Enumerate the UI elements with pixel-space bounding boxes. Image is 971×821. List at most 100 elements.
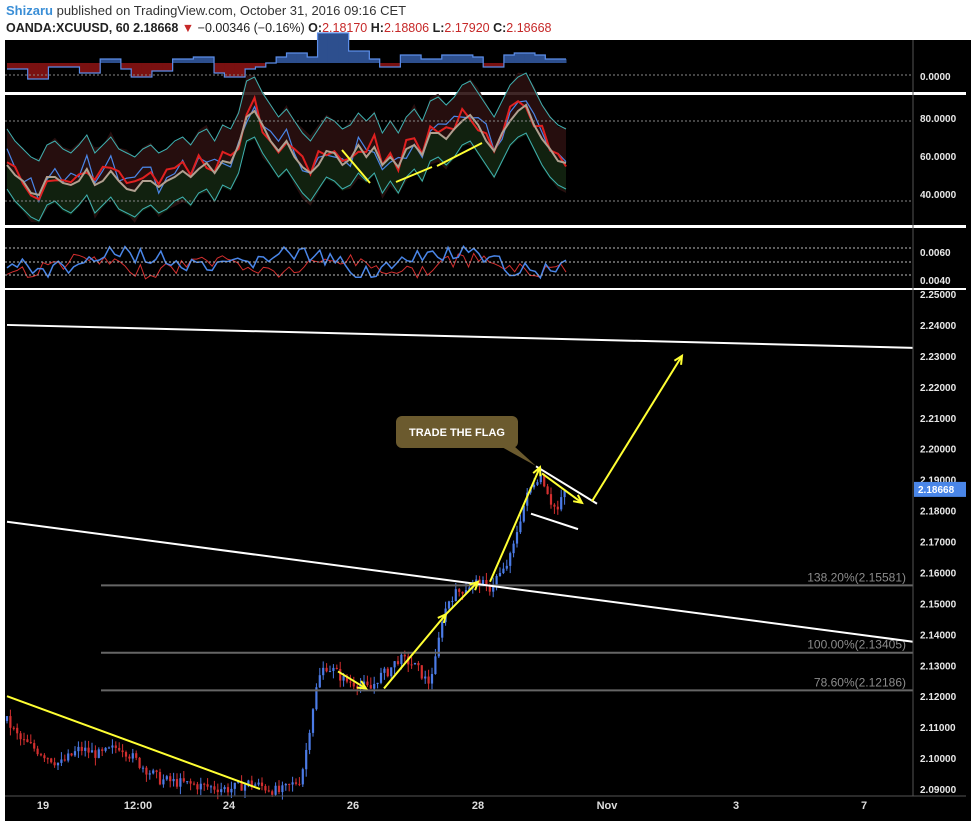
fib-level-label: 138.20%(2.15581) (807, 570, 906, 584)
histogram-bar (483, 63, 495, 67)
candle-body (339, 669, 342, 681)
candle-body (349, 681, 352, 683)
histogram-bar (17, 63, 29, 69)
candle-body (254, 784, 257, 786)
callout-box (396, 416, 518, 448)
candle-body (260, 782, 264, 787)
y-tick-label: 2.17000 (920, 538, 957, 549)
candle-body (56, 762, 60, 766)
candle-body (39, 754, 43, 756)
candle-body (328, 670, 332, 672)
y-tick-label: 2.14000 (920, 630, 957, 641)
symbol-info: OANDA:XCUUSD, 60 2.18668 ▼ −0.00346 (−0.… (6, 21, 551, 39)
candle-body (148, 773, 151, 775)
candle-body (77, 746, 80, 752)
candle-body (512, 543, 515, 554)
histogram-bar (131, 63, 143, 77)
symbol-name: OANDA:XCUUSD, 60 (6, 21, 130, 35)
candle-body (203, 783, 206, 785)
candle-body (223, 787, 226, 790)
candle-body (536, 482, 539, 485)
candle-body (50, 758, 53, 763)
candle-body (301, 769, 304, 785)
candle-body (549, 494, 553, 505)
candle-body (226, 787, 230, 793)
histogram-bar (182, 59, 194, 63)
last-price-label: 2.18668 (918, 485, 955, 496)
yellow-arrow (489, 466, 541, 583)
x-tick-label: 24 (223, 800, 236, 812)
yellow-trendline (6, 695, 261, 790)
y-tick-label: 2.24000 (920, 321, 957, 332)
candle-body (393, 661, 396, 668)
histogram-outline (7, 32, 566, 80)
candle-body (179, 778, 182, 787)
histogram-bar (172, 59, 184, 63)
candle-body (441, 622, 444, 638)
candle-body (46, 758, 49, 760)
candle-body (199, 783, 202, 790)
histogram-bar (203, 57, 215, 63)
candle-body (12, 727, 15, 729)
candle-body (553, 504, 556, 507)
candle-body (322, 667, 325, 676)
band-fill-lower (7, 107, 566, 223)
panel-separator (5, 92, 966, 95)
y-tick-label: 2.22000 (920, 383, 957, 394)
histogram-bar (534, 55, 546, 63)
candle-body (454, 589, 457, 601)
histogram-bar (141, 63, 153, 77)
close-value: 2.18668 (506, 21, 552, 35)
candle-body (33, 743, 36, 749)
candle-body (213, 786, 216, 790)
candle-body (369, 685, 372, 689)
candle-body (118, 747, 121, 751)
candle-body (9, 716, 12, 728)
y-tick-label: 0.0040 (920, 276, 951, 287)
y-tick-label: 2.16000 (920, 568, 957, 579)
candle-body (277, 785, 281, 793)
candle-body (73, 751, 77, 756)
candle-body (128, 756, 131, 759)
candle-body (379, 672, 383, 683)
candle-body (383, 668, 386, 673)
candle-body (464, 590, 468, 594)
histogram-bar (234, 63, 246, 77)
candle-body (192, 783, 196, 785)
histogram-bar (100, 59, 112, 63)
candle-body (131, 753, 134, 759)
published-text: published on TradingView.com, October 31… (56, 3, 407, 18)
yellow-arrow (395, 166, 433, 183)
histogram-bar (493, 63, 505, 67)
histogram-bar (69, 63, 80, 67)
histogram-bar (48, 63, 60, 67)
candle-body (359, 684, 362, 689)
candle-body (288, 784, 291, 786)
callout-text: TRADE THE FLAG (409, 427, 505, 439)
histogram-bar (441, 55, 453, 63)
candles-group (5, 467, 566, 800)
fib-level-label: 78.60%(2.12186) (814, 675, 906, 689)
x-tick-label: 7 (861, 800, 867, 812)
candle-body (373, 683, 376, 689)
candle-body (543, 474, 546, 487)
candle-body (155, 770, 158, 772)
descending-trendline (6, 520, 914, 643)
candle-body (345, 675, 349, 682)
candle-body (311, 709, 315, 733)
candle-body (342, 675, 345, 681)
author-link[interactable]: Shizaru (6, 3, 53, 18)
y-tick-label: 40.0000 (920, 190, 957, 201)
resistance-trendline (6, 323, 914, 349)
candle-body (532, 484, 536, 488)
candle-body (492, 584, 495, 592)
candle-body (141, 767, 145, 769)
fib-level-label: 100.00%(2.13405) (807, 638, 906, 652)
candle-body (447, 601, 451, 609)
candle-body (145, 767, 148, 775)
lower-band-line (6, 132, 567, 222)
candle-body (546, 486, 549, 495)
candle-body (315, 687, 318, 710)
y-tick-label: 2.09000 (920, 785, 957, 796)
